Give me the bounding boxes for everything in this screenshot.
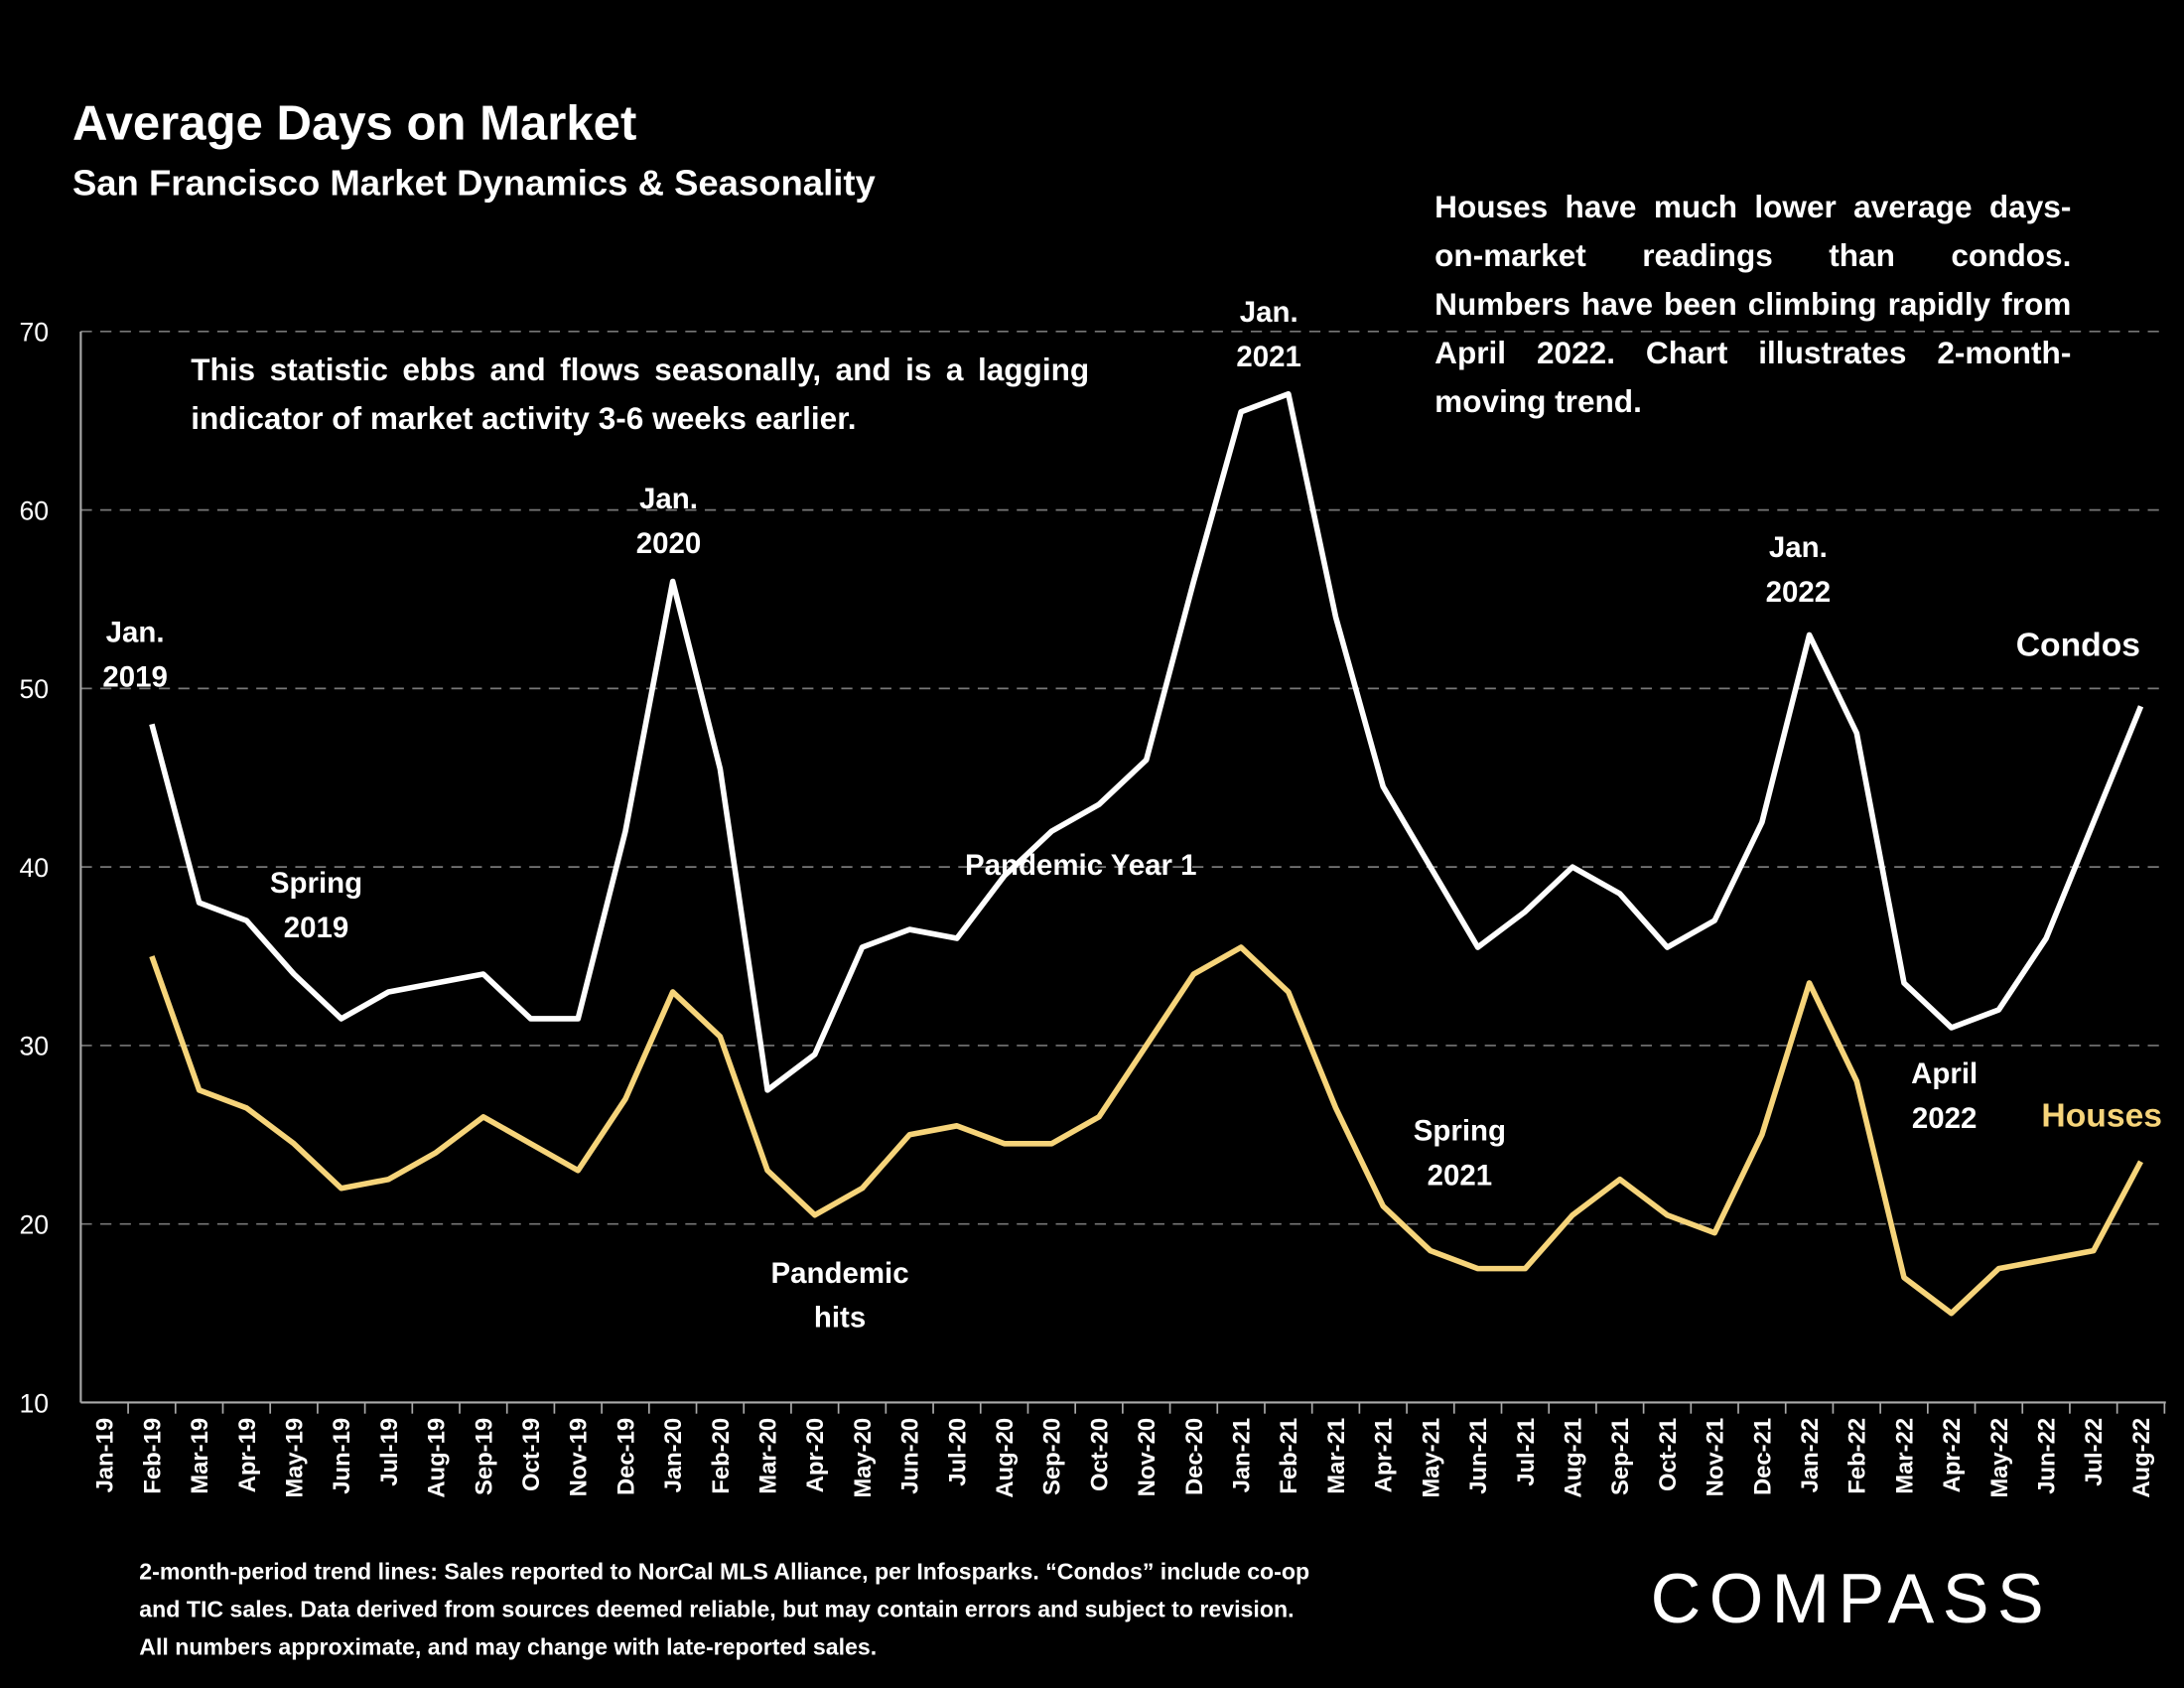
annotation: 2019 — [102, 661, 168, 694]
x-tick-label: Feb-19 — [139, 1418, 166, 1494]
note: This statistic ebbs and flows seasonally… — [191, 352, 1090, 437]
annotation: Jan. — [106, 617, 165, 649]
series-label: Houses — [2041, 1098, 2162, 1135]
x-tick-label: Sep-20 — [1039, 1418, 1066, 1495]
x-tick-label: Mar-20 — [755, 1418, 782, 1494]
y-tick-label: 50 — [19, 674, 49, 704]
series-line — [149, 390, 2144, 1093]
x-tick-label: Oct-21 — [1655, 1418, 1682, 1491]
x-tick-label: May-20 — [850, 1418, 877, 1498]
x-tick-label: Sep-19 — [471, 1418, 497, 1495]
x-tick-label: Jun-22 — [2034, 1418, 2061, 1494]
footnote: 2-month-period trend lines: Sales report… — [139, 1559, 1309, 1585]
annotation: 2021 — [1428, 1160, 1493, 1193]
y-tick-label: 10 — [19, 1388, 49, 1418]
x-tick-label: Aug-21 — [1560, 1418, 1586, 1498]
x-tick-label: May-22 — [1986, 1418, 2013, 1498]
note-box: Houses have much lower average days-on-m… — [1434, 189, 2072, 420]
annotation: Spring — [270, 867, 362, 900]
annotation: Jan. — [639, 483, 698, 515]
x-tick-label: Aug-20 — [992, 1418, 1019, 1498]
x-tick-label: Oct-19 — [518, 1418, 545, 1491]
x-tick-label: Nov-19 — [566, 1418, 593, 1496]
x-tick-label: Nov-21 — [1703, 1418, 1729, 1496]
footnote: All numbers approximate, and may change … — [139, 1633, 877, 1659]
x-tick-label: Jul-21 — [1513, 1418, 1540, 1486]
x-tick-label: Sep-21 — [1607, 1418, 1634, 1495]
x-tick-label: Jan-22 — [1797, 1418, 1824, 1492]
annotation: Spring — [1414, 1115, 1506, 1148]
chart-subtitle: San Francisco Market Dynamics & Seasonal… — [72, 162, 877, 203]
note-box: This statistic ebbs and flows seasonally… — [191, 352, 1090, 437]
y-tick-label: 20 — [19, 1210, 49, 1240]
y-tick-label: 30 — [19, 1032, 49, 1061]
x-tick-label: Feb-22 — [1844, 1418, 1871, 1494]
annotation: 2022 — [1766, 576, 1832, 609]
x-tick-label: Aug-19 — [424, 1418, 451, 1498]
y-tick-label: 40 — [19, 853, 49, 883]
annotation: hits — [814, 1302, 866, 1335]
x-tick-label: Apr-20 — [802, 1418, 829, 1492]
annotation: 2019 — [284, 912, 349, 944]
x-tick-label: Aug-22 — [2128, 1418, 2155, 1498]
annotation: 2021 — [1236, 341, 1301, 373]
x-tick-label: Mar-22 — [1891, 1418, 1918, 1494]
annotation: Jan. — [1769, 531, 1828, 564]
x-tick-label: Mar-19 — [187, 1418, 213, 1494]
x-tick-label: Jun-21 — [1465, 1418, 1492, 1494]
x-tick-label: Jan-19 — [92, 1418, 119, 1492]
series-line — [149, 944, 2143, 1317]
x-tick-label: Dec-19 — [613, 1418, 639, 1495]
annotation: Jan. — [1240, 296, 1298, 329]
x-tick-label: Mar-21 — [1323, 1418, 1350, 1494]
x-tick-label: Oct-20 — [1086, 1418, 1113, 1491]
x-tick-label: Jan-21 — [1229, 1418, 1256, 1492]
y-tick-label: 60 — [19, 495, 49, 525]
x-tick-label: Apr-22 — [1939, 1418, 1966, 1492]
x-tick-label: Jan-20 — [660, 1418, 687, 1492]
x-tick-label: Dec-20 — [1181, 1418, 1208, 1495]
note: Houses have much lower average days-on-m… — [1434, 189, 2072, 420]
x-tick-label: Jun-19 — [329, 1418, 355, 1494]
annotation: 2022 — [1912, 1102, 1978, 1135]
x-tick-label: Dec-21 — [1749, 1418, 1776, 1495]
y-tick-label: 70 — [19, 318, 49, 348]
x-tick-label: Feb-20 — [708, 1418, 735, 1494]
chart-title: Average Days on Market — [72, 96, 636, 150]
annotation: April — [1911, 1057, 1978, 1090]
footnote: and TIC sales. Data derived from sources… — [139, 1596, 1294, 1621]
x-tick-label: May-19 — [281, 1418, 308, 1498]
x-tick-label: Jul-22 — [2081, 1418, 2108, 1486]
annotation: Pandemic — [770, 1257, 908, 1290]
x-tick-label: Jun-20 — [897, 1418, 924, 1494]
x-tick-label: Apr-21 — [1371, 1418, 1398, 1492]
brand-logo: COMPASS — [1651, 1560, 2052, 1637]
x-tick-label: Nov-20 — [1134, 1418, 1160, 1496]
annotation: Pandemic Year 1 — [965, 849, 1197, 882]
x-tick-label: May-21 — [1418, 1418, 1444, 1498]
series-label: Condos — [2016, 628, 2140, 664]
x-tick-label: Jul-20 — [944, 1418, 971, 1486]
x-tick-label: Apr-19 — [234, 1418, 261, 1492]
annotation: 2020 — [636, 527, 702, 560]
x-tick-label: Jul-19 — [376, 1418, 403, 1486]
x-tick-label: Feb-21 — [1276, 1418, 1302, 1494]
